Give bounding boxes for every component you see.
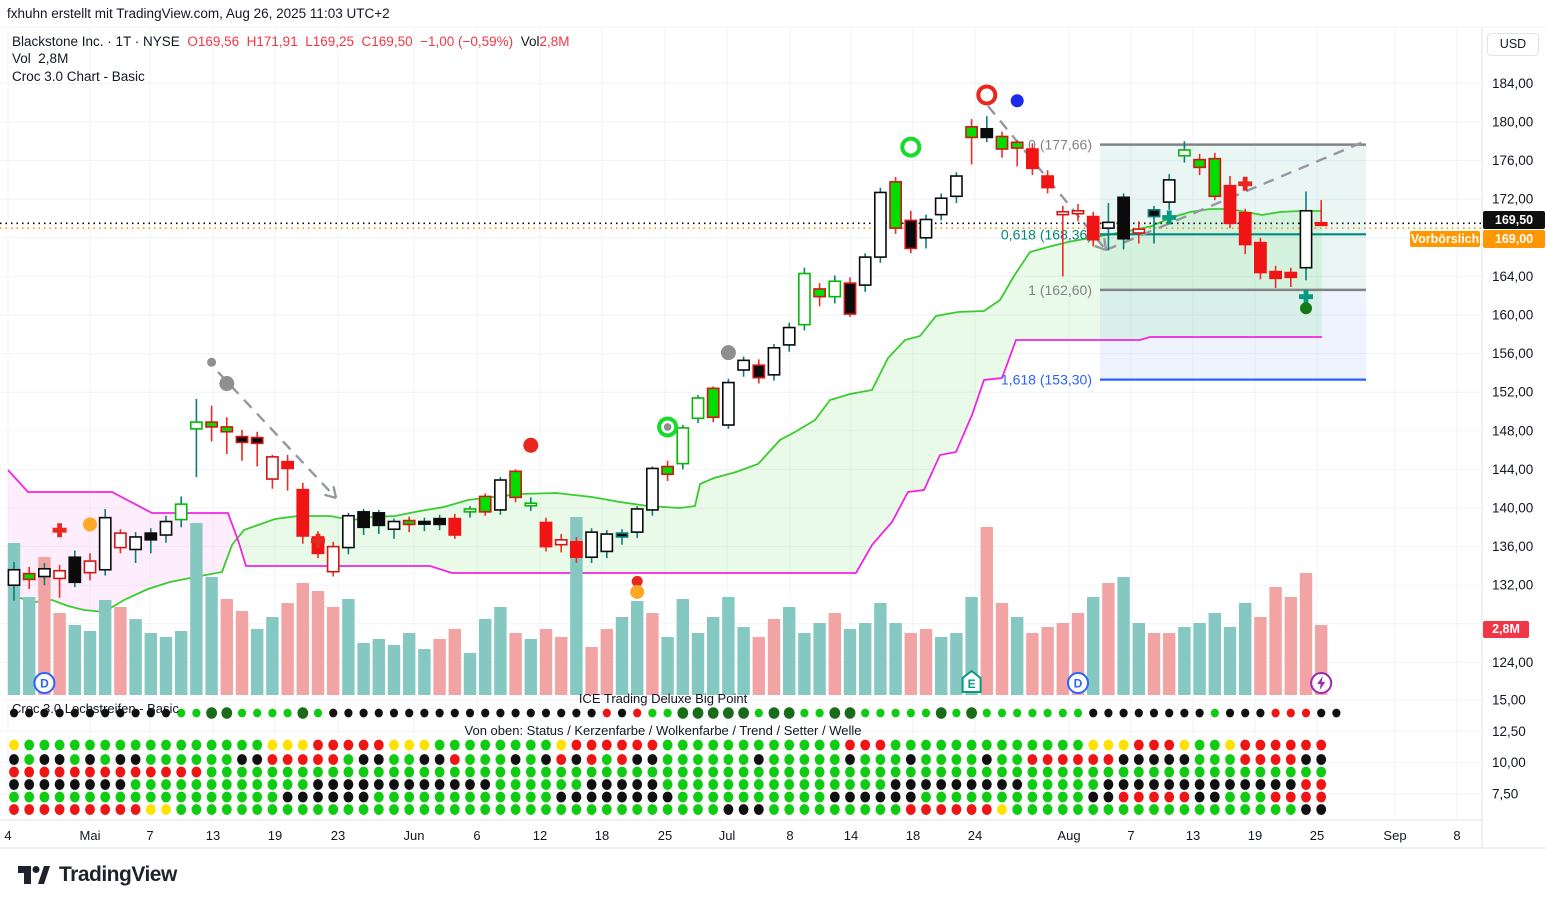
symbol-legend[interactable]: Blackstone Inc. · 1T · NYSE O169,56 H171… (12, 33, 570, 51)
ohlc-high: H171,91 (246, 34, 298, 49)
svg-text:7,50: 7,50 (1492, 786, 1518, 801)
svg-text:10,00: 10,00 (1492, 755, 1526, 770)
svg-text:144,00: 144,00 (1492, 462, 1533, 477)
svg-text:6: 6 (473, 828, 480, 843)
svg-text:24: 24 (968, 828, 982, 843)
chart-indicator-title[interactable]: Croc 3.0 Chart - Basic (12, 69, 145, 84)
ice-label: ICE Trading Deluxe Big Point (578, 691, 748, 706)
svg-text:160,00: 160,00 (1492, 308, 1533, 323)
currency-button[interactable]: USD (1487, 33, 1539, 56)
svg-text:19: 19 (268, 828, 282, 843)
svg-text:15,00: 15,00 (1492, 693, 1526, 708)
svg-text:156,00: 156,00 (1492, 346, 1533, 361)
tradingview-logo-icon (18, 866, 50, 884)
ohlc-low: L169,25 (305, 34, 355, 49)
svg-text:Jul: Jul (719, 828, 736, 843)
svg-text:D: D (1074, 677, 1083, 691)
svg-text:0 (177,66): 0 (177,66) (1028, 137, 1092, 153)
volume-value: 2,8M (539, 34, 570, 49)
volume-label: Vol (520, 34, 540, 49)
row-legend-note: Von oben: Status / Kerzenfarbe / Wolkenf… (464, 723, 862, 738)
svg-text:E: E (968, 677, 976, 691)
svg-text:176,00: 176,00 (1492, 153, 1533, 168)
ohlc-close: C169,50 (361, 34, 413, 49)
svg-text:148,00: 148,00 (1492, 423, 1533, 438)
tradingview-logo-text: TradingView (59, 863, 177, 886)
svg-text:18: 18 (595, 828, 609, 843)
svg-text:12: 12 (533, 828, 547, 843)
svg-text:18: 18 (906, 828, 920, 843)
svg-text:25: 25 (658, 828, 672, 843)
svg-text:8: 8 (1453, 828, 1460, 843)
svg-text:1,618 (153,30): 1,618 (153,30) (1001, 372, 1092, 388)
change-value: −1,00 (−0,59%) (420, 34, 514, 49)
svg-text:0,618 (168,36): 0,618 (168,36) (1001, 226, 1092, 242)
svg-text:Jun: Jun (404, 828, 425, 843)
svg-text:8: 8 (786, 828, 793, 843)
volume-row-label: Vol (12, 51, 31, 66)
svg-text:184,00: 184,00 (1492, 76, 1533, 91)
svg-text:Mai: Mai (80, 828, 101, 843)
svg-text:Aug: Aug (1057, 828, 1080, 843)
svg-text:164,00: 164,00 (1492, 269, 1533, 284)
svg-text:152,00: 152,00 (1492, 385, 1533, 400)
svg-text:19: 19 (1248, 828, 1262, 843)
svg-text:136,00: 136,00 (1492, 539, 1533, 554)
svg-text:132,00: 132,00 (1492, 578, 1533, 593)
attribution-header: fxhuhn erstellt mit TradingView.com, Aug… (7, 6, 390, 21)
svg-text:180,00: 180,00 (1492, 115, 1533, 130)
last-price-badge: 169,50 (1483, 211, 1545, 229)
svg-text:172,00: 172,00 (1492, 192, 1533, 207)
svg-text:7: 7 (146, 828, 153, 843)
svg-text:D: D (40, 677, 49, 691)
svg-text:140,00: 140,00 (1492, 501, 1533, 516)
volume-badge: 2,8M (1483, 621, 1529, 638)
volume-row-value: 2,8M (38, 51, 69, 66)
svg-text:14: 14 (844, 828, 858, 843)
svg-text:25: 25 (1310, 828, 1324, 843)
svg-text:23: 23 (331, 828, 345, 843)
svg-text:1 (162,60): 1 (162,60) (1028, 282, 1092, 298)
svg-text:13: 13 (1186, 828, 1200, 843)
svg-text:13: 13 (206, 828, 220, 843)
ohlc-open: O169,56 (187, 34, 240, 49)
premarket-price-badge: 169,00 (1483, 230, 1545, 248)
svg-text:7: 7 (1127, 828, 1134, 843)
svg-text:124,00: 124,00 (1492, 655, 1533, 670)
svg-text:12,50: 12,50 (1492, 724, 1526, 739)
lochstreifen-title[interactable]: Croc 3.0 Lochstreifen - Basic (12, 701, 179, 716)
tradingview-logo[interactable]: TradingView (18, 862, 177, 888)
volume-legend: Vol 2,8M (12, 51, 68, 66)
svg-text:4: 4 (4, 828, 11, 843)
symbol-title: Blackstone Inc. · 1T · NYSE (12, 34, 180, 49)
premarket-label: Vorbörslich (1410, 231, 1480, 247)
svg-text:Sep: Sep (1383, 828, 1406, 843)
